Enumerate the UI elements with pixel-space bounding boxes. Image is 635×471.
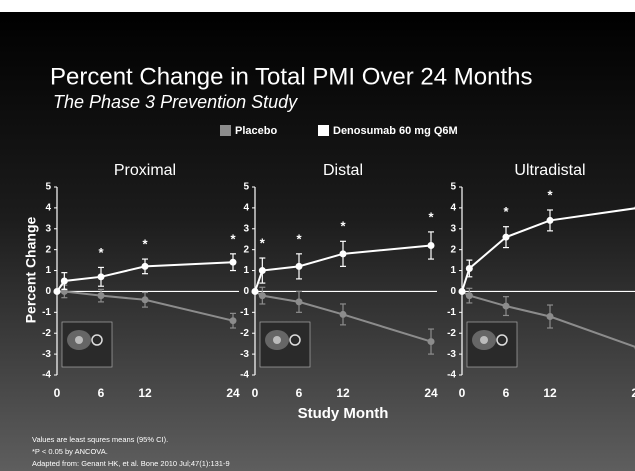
y-tick-label: -4: [42, 370, 51, 381]
data-point: [142, 296, 149, 303]
legend: Placebo Denosumab 60 mg Q6M: [220, 125, 458, 137]
data-point: [61, 278, 68, 285]
footnote: Values are least squres means (95% CI).: [32, 435, 168, 444]
x-tick-label: 12: [336, 386, 350, 400]
x-tick-label: 0: [54, 386, 61, 400]
y-tick-label: 5: [450, 182, 456, 193]
y-tick-label: -2: [240, 328, 249, 339]
x-tick-label: 24: [424, 386, 438, 400]
legend-swatch: [318, 125, 329, 136]
y-tick-label: 0: [243, 286, 249, 297]
y-tick-label: 1: [243, 265, 249, 276]
y-tick-label: 3: [450, 223, 456, 234]
x-tick-label: 12: [138, 386, 152, 400]
x-tick-label: 24: [631, 386, 635, 400]
y-tick-label: 1: [450, 265, 456, 276]
data-point: [547, 313, 554, 320]
y-tick-label: -2: [447, 328, 456, 339]
y-tick-label: -3: [240, 349, 249, 360]
inset-shape: [75, 336, 83, 344]
y-tick-label: -4: [447, 370, 456, 381]
y-tick-label: -1: [447, 307, 456, 318]
legend-swatch: [220, 125, 231, 136]
y-tick-label: -2: [42, 328, 51, 339]
panel-title: Ultradistal: [514, 162, 585, 179]
data-point: [466, 292, 473, 299]
legend-label: Denosumab 60 mg Q6M: [333, 125, 458, 137]
data-point: [428, 338, 435, 345]
data-point: [230, 259, 237, 266]
y-tick-label: 5: [243, 182, 249, 193]
legend-label: Placebo: [235, 125, 277, 137]
y-tick-label: -1: [240, 307, 249, 318]
slide: Percent Change in Total PMI Over 24 Mont…: [0, 0, 635, 471]
y-tick-label: -3: [447, 349, 456, 360]
title: Percent Change in Total PMI Over 24 Mont…: [50, 63, 532, 90]
footnote: *P < 0.05 by ANCOVA.: [32, 447, 108, 456]
y-axis-label: Percent Change: [23, 216, 39, 323]
data-point: [259, 292, 266, 299]
y-tick-label: 3: [45, 223, 51, 234]
x-tick-label: 12: [543, 386, 557, 400]
x-axis-label: Study Month: [298, 405, 389, 422]
panel-title: Distal: [323, 162, 363, 179]
y-tick-label: 0: [45, 286, 51, 297]
data-point: [259, 267, 266, 274]
y-tick-label: 4: [243, 203, 249, 214]
data-point: [54, 288, 61, 295]
y-tick-label: 0: [450, 286, 456, 297]
panel-title: Proximal: [114, 162, 176, 179]
data-point: [466, 265, 473, 272]
y-tick-label: 2: [243, 244, 249, 255]
y-tick-label: -3: [42, 349, 51, 360]
y-tick-label: 4: [45, 203, 51, 214]
data-point: [252, 288, 259, 295]
x-tick-label: 0: [459, 386, 466, 400]
data-point: [98, 273, 105, 280]
data-point: [230, 317, 237, 324]
x-tick-label: 24: [226, 386, 240, 400]
inset-shape: [480, 336, 488, 344]
x-tick-label: 6: [296, 386, 303, 400]
data-point: [459, 288, 466, 295]
x-tick-label: 0: [252, 386, 259, 400]
footnote: Adapted from: Genant HK, et al. Bone 201…: [32, 459, 230, 468]
data-point: [428, 242, 435, 249]
x-tick-label: 6: [98, 386, 105, 400]
data-point: [142, 263, 149, 270]
data-point: [296, 298, 303, 305]
y-tick-label: 2: [45, 244, 51, 255]
y-tick-label: -4: [240, 370, 249, 381]
data-point: [340, 250, 347, 257]
y-tick-label: 3: [243, 223, 249, 234]
data-point: [98, 292, 105, 299]
subtitle: The Phase 3 Prevention Study: [53, 92, 298, 112]
x-tick-label: 6: [503, 386, 510, 400]
y-tick-label: 2: [450, 244, 456, 255]
data-point: [503, 303, 510, 310]
data-point: [296, 263, 303, 270]
data-point: [340, 311, 347, 318]
y-tick-label: -1: [42, 307, 51, 318]
data-point: [503, 234, 510, 241]
y-tick-label: 1: [45, 265, 51, 276]
data-point: [547, 217, 554, 224]
y-tick-label: 5: [45, 182, 51, 193]
inset-shape: [273, 336, 281, 344]
y-tick-label: 4: [450, 203, 456, 214]
